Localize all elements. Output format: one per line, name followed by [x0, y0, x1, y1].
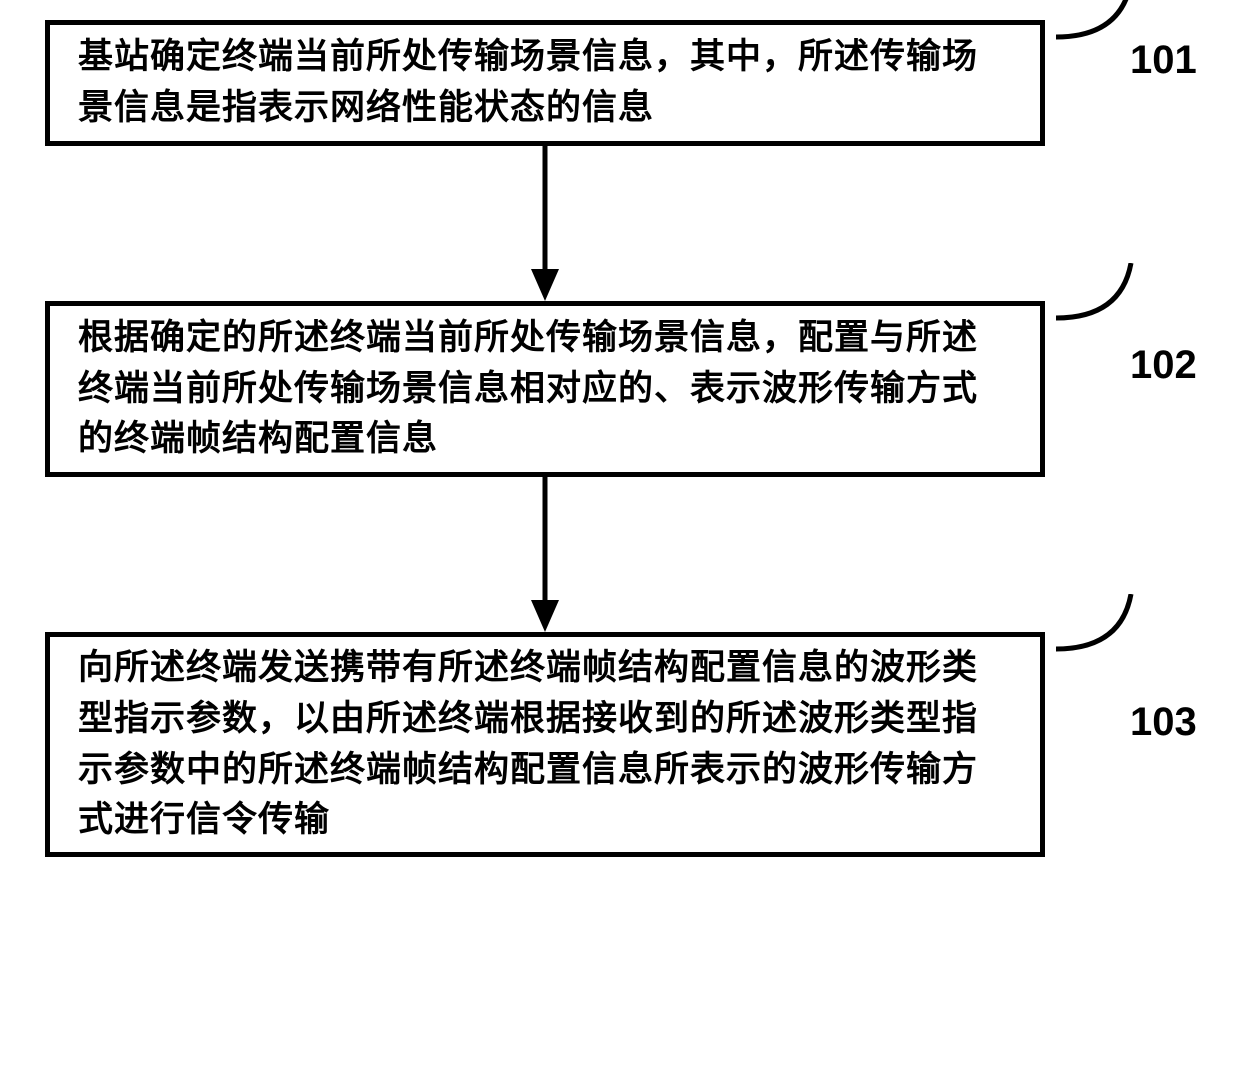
flowchart-box-2-text: 根据确定的所述终端当前所处传输场景信息，配置与所述终端当前所处传输场景信息相对应…	[78, 313, 1012, 465]
step-label-3: 103	[1130, 700, 1197, 745]
flowchart-box-2: 根据确定的所述终端当前所处传输场景信息，配置与所述终端当前所处传输场景信息相对应…	[45, 301, 1045, 477]
flowchart-row-2: 根据确定的所述终端当前所处传输场景信息，配置与所述终端当前所处传输场景信息相对应…	[45, 301, 1195, 477]
step-label-2: 102	[1130, 343, 1197, 388]
flowchart-box-1-text: 基站确定终端当前所处传输场景信息，其中，所述传输场景信息是指表示网络性能状态的信…	[78, 32, 1012, 134]
arrow-2	[525, 477, 565, 632]
connector-1	[1056, 0, 1166, 42]
arrow-1-container	[45, 146, 1045, 301]
connector-3	[1056, 594, 1166, 654]
step-label-1: 101	[1130, 38, 1197, 83]
flowchart-container: 基站确定终端当前所处传输场景信息，其中，所述传输场景信息是指表示网络性能状态的信…	[45, 20, 1195, 857]
flowchart-box-3: 向所述终端发送携带有所述终端帧结构配置信息的波形类型指示参数，以由所述终端根据接…	[45, 632, 1045, 857]
connector-2	[1056, 263, 1166, 323]
arrow-2-container	[45, 477, 1045, 632]
flowchart-box-3-text: 向所述终端发送携带有所述终端帧结构配置信息的波形类型指示参数，以由所述终端根据接…	[78, 643, 1012, 846]
flowchart-row-3: 向所述终端发送携带有所述终端帧结构配置信息的波形类型指示参数，以由所述终端根据接…	[45, 632, 1195, 857]
flowchart-row-1: 基站确定终端当前所处传输场景信息，其中，所述传输场景信息是指表示网络性能状态的信…	[45, 20, 1195, 146]
flowchart-box-1: 基站确定终端当前所处传输场景信息，其中，所述传输场景信息是指表示网络性能状态的信…	[45, 20, 1045, 146]
arrow-1	[525, 146, 565, 301]
